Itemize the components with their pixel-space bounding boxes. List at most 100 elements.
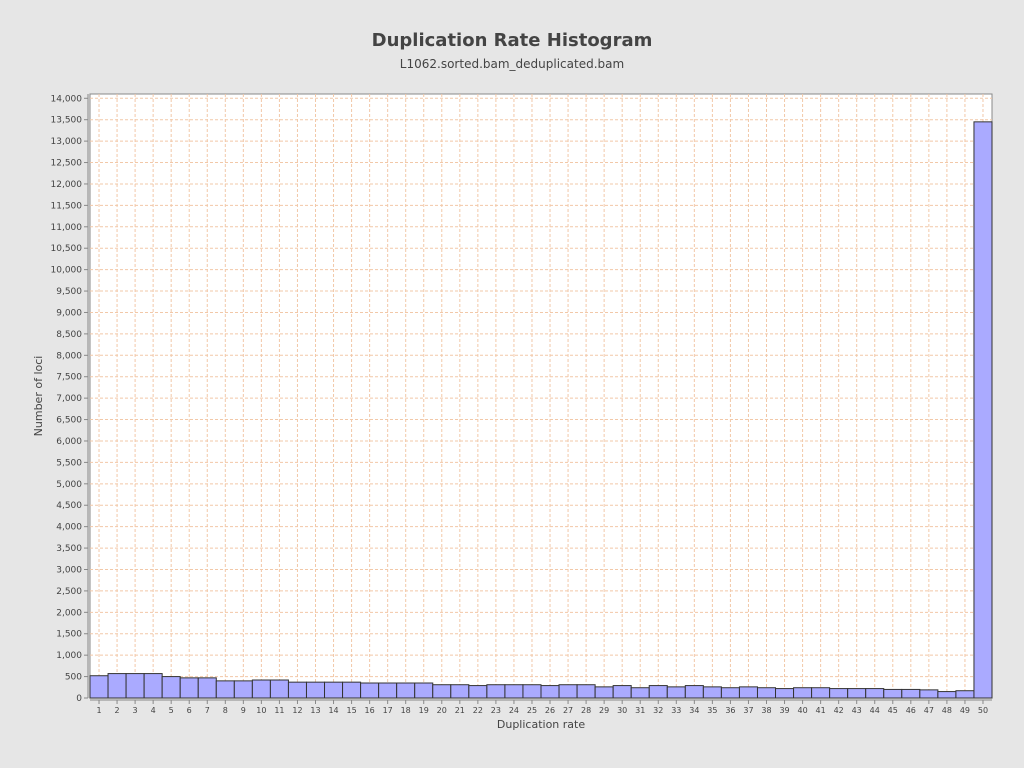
x-tick-label: 37 — [743, 706, 753, 715]
y-tick-label: 6,000 — [56, 437, 82, 447]
histogram-bar — [414, 682, 434, 699]
y-tick-label: 8,000 — [56, 351, 82, 361]
histogram-bar — [143, 673, 163, 699]
x-tick-label: 32 — [653, 706, 663, 715]
histogram-bar — [558, 684, 578, 699]
y-tick-label: 9,000 — [56, 308, 82, 318]
x-tick-label: 7 — [205, 706, 210, 715]
y-tick-label: 10,500 — [51, 244, 83, 254]
grid-lines — [90, 94, 992, 698]
histogram-bar — [702, 686, 722, 699]
bars-group — [89, 121, 993, 699]
x-tick-label: 25 — [527, 706, 537, 715]
histogram-bar — [847, 688, 867, 699]
y-tick-label: 3,500 — [56, 544, 82, 554]
y-tick-label: 2,500 — [56, 587, 82, 597]
y-tick-label: 7,000 — [56, 394, 82, 404]
x-tick-label: 11 — [274, 706, 284, 715]
y-tick-label: 13,500 — [51, 116, 83, 126]
y-tick-label: 2,000 — [56, 608, 82, 618]
histogram-bar — [125, 673, 145, 699]
histogram-bar — [378, 682, 398, 699]
histogram-bar — [612, 685, 632, 699]
histogram-bar — [919, 689, 939, 699]
x-tick-label: 4 — [151, 706, 156, 715]
x-tick-label: 22 — [473, 706, 483, 715]
histogram-bar — [738, 686, 758, 699]
x-tick-label: 13 — [310, 706, 320, 715]
x-tick-label: 31 — [635, 706, 645, 715]
histogram-bar — [107, 673, 127, 699]
x-tick-label: 34 — [689, 706, 699, 715]
y-tick-label: 7,500 — [56, 373, 82, 383]
x-tick-label: 43 — [852, 706, 862, 715]
x-tick-label: 30 — [617, 706, 627, 715]
histogram-bar — [594, 686, 614, 699]
x-tick-label: 27 — [563, 706, 573, 715]
x-axis-ticks: 1 2 3 4 5 6 7 8 9 10 11 12 13 14 15 16 17 18 19 20 21 22 23 24 2… — [96, 700, 988, 715]
y-axis-ticks: 0 500 1,000 1,500 2,000 2,500 3,000 3,500 4,000 4… — [51, 94, 88, 704]
x-tick-label: 16 — [365, 706, 375, 715]
y-axis-label: Number of loci — [32, 356, 45, 437]
histogram-bar — [720, 687, 740, 699]
x-tick-label: 29 — [599, 706, 609, 715]
histogram-bar — [197, 677, 217, 699]
histogram-bar — [630, 687, 650, 699]
x-tick-label: 50 — [978, 706, 988, 715]
x-tick-label: 44 — [870, 706, 880, 715]
histogram-bar — [756, 687, 777, 699]
y-tick-label: 14,000 — [51, 94, 83, 104]
histogram-bar — [576, 684, 596, 699]
x-tick-label: 26 — [545, 706, 555, 715]
x-tick-label: 1 — [96, 706, 101, 715]
histogram-bar — [251, 679, 271, 699]
x-tick-label: 21 — [455, 706, 465, 715]
y-tick-label: 5,000 — [56, 480, 82, 490]
histogram-bar — [901, 688, 921, 699]
x-tick-label: 36 — [725, 706, 735, 715]
histogram-bar — [522, 684, 542, 699]
histogram-bar — [504, 684, 524, 699]
y-tick-label: 11,000 — [51, 223, 83, 233]
histogram-bar — [775, 688, 795, 699]
x-tick-label: 5 — [169, 706, 174, 715]
y-tick-label: 10,000 — [51, 266, 83, 276]
histogram-bar — [468, 685, 488, 699]
histogram-bar — [829, 688, 849, 699]
histogram-bar — [324, 681, 344, 699]
x-tick-label: 23 — [491, 706, 501, 715]
x-tick-label: 28 — [581, 706, 591, 715]
y-tick-label: 1,500 — [56, 630, 82, 640]
x-tick-label: 38 — [761, 706, 771, 715]
histogram-bar — [360, 682, 380, 699]
y-tick-label: 4,000 — [56, 523, 82, 533]
x-tick-label: 8 — [223, 706, 228, 715]
x-tick-label: 33 — [671, 706, 681, 715]
x-tick-label: 45 — [888, 706, 898, 715]
x-tick-label: 15 — [346, 706, 356, 715]
x-tick-label: 24 — [509, 706, 519, 715]
y-tick-label: 9,500 — [56, 287, 82, 297]
histogram-bar — [450, 684, 470, 699]
histogram-bar — [233, 680, 253, 699]
x-tick-label: 48 — [942, 706, 952, 715]
x-tick-label: 18 — [401, 706, 411, 715]
x-tick-label: 2 — [115, 706, 120, 715]
histogram-bar — [955, 690, 975, 699]
x-tick-label: 39 — [779, 706, 789, 715]
x-tick-label: 12 — [292, 706, 302, 715]
y-tick-label: 13,000 — [51, 137, 83, 147]
x-tick-label: 3 — [133, 706, 138, 715]
y-tick-label: 500 — [65, 673, 82, 683]
y-tick-label: 12,000 — [51, 180, 83, 190]
x-tick-label: 46 — [906, 706, 916, 715]
histogram-bar — [811, 687, 831, 699]
y-tick-label: 1,000 — [56, 651, 82, 661]
chart-title: Duplication Rate Histogram — [371, 30, 653, 51]
histogram-bar — [89, 675, 109, 699]
y-tick-label: 11,500 — [51, 201, 83, 211]
histogram-bar — [215, 680, 235, 699]
y-tick-label: 8,500 — [56, 330, 82, 340]
histogram-bar — [179, 677, 199, 699]
